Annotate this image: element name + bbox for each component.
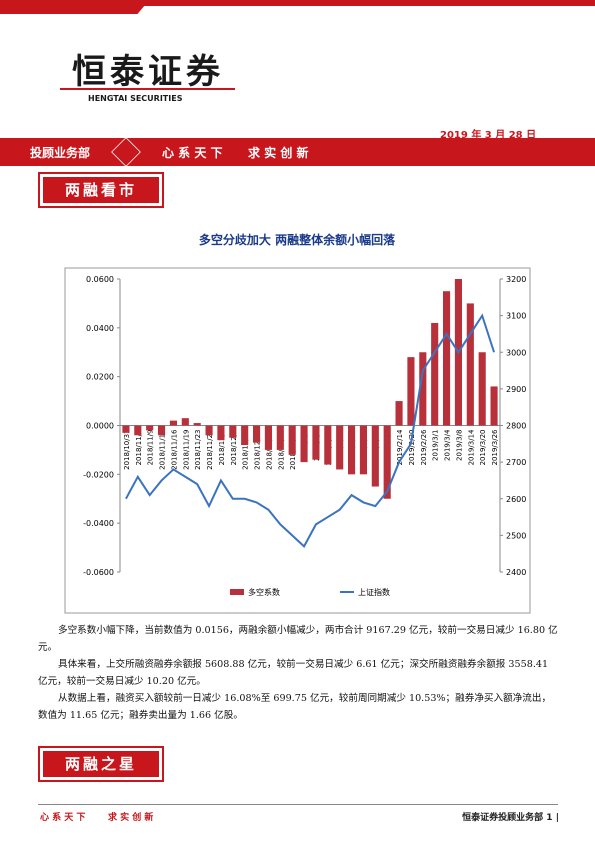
x-tick-label: 2019/2/20: [408, 430, 416, 466]
x-tick-label: 2019/2/26: [420, 429, 428, 465]
x-tick-label: 2019/3/20: [479, 430, 487, 466]
bar: [169, 420, 177, 426]
section-title: 两融看市: [43, 177, 159, 203]
section-box: 两融看市: [38, 172, 164, 208]
bar: [407, 357, 415, 426]
bar: [348, 425, 356, 475]
x-tick-label: 2018/11/9: [147, 430, 155, 466]
body: 多空系数小幅下降，当前数值为 0.0156，两融余额小幅减少，两市合计 9167…: [38, 622, 558, 724]
x-tick-label: 2019/3/14: [467, 429, 475, 465]
y2-tick-label: 2600: [506, 495, 526, 504]
bar: [490, 386, 498, 426]
bar: [253, 425, 261, 443]
x-tick-label: 2018/12/14: [254, 429, 262, 470]
bar: [146, 425, 154, 431]
paragraph: 具体来看，上交所融资融券余额报 5608.88 亿元，较前一交易日减少 6.61…: [38, 659, 549, 687]
department: 投顾业务部: [30, 146, 91, 160]
x-tick-label: 2018/11/6: [135, 429, 143, 465]
bar: [205, 425, 213, 436]
section-box: 两融之星: [38, 746, 164, 782]
legend-swatch: [230, 589, 244, 595]
x-tick-label: 2019/3/1: [432, 430, 440, 461]
x-tick-label: 2018/11/23: [194, 430, 202, 470]
y2-tick-label: 2800: [506, 422, 526, 431]
x-tick-label: 2019/3/4: [444, 429, 452, 461]
paragraph: 从数据上看，融资买入额较前一日减少 16.08%至 699.75 亿元，较前周同…: [38, 693, 552, 721]
y-tick-label: 0.0000: [86, 422, 114, 431]
banner: [0, 138, 595, 166]
x-tick-label: 2018/12/6: [230, 429, 238, 465]
y2-tick-label: 2900: [506, 385, 526, 394]
bar: [336, 425, 344, 470]
footer-motto: 求 实 创 新: [108, 813, 154, 823]
bar: [276, 425, 284, 450]
y2-tick-label: 2700: [506, 458, 526, 467]
bar: [383, 425, 391, 499]
logo-line: [60, 88, 235, 90]
chart-title: 多空分歧加大 两融整体余额小幅回落: [199, 232, 396, 247]
x-tick-label: 2019/3/26: [491, 429, 499, 465]
x-tick-label: 2018/11/28: [206, 430, 214, 470]
section-title: 两融之星: [43, 751, 159, 777]
y2-tick-label: 2500: [506, 531, 526, 540]
legend-label: 上证指数: [358, 587, 390, 597]
x-tick-label: 2018/12/11: [242, 430, 250, 470]
line: [125, 313, 496, 548]
legend-label: 多空系数: [248, 587, 280, 597]
bar: [288, 425, 296, 455]
bar: [134, 425, 142, 436]
bar: [122, 425, 130, 433]
y-tick-label: 0.0400: [86, 324, 114, 333]
date: 2019 年 3 月 28 日: [440, 130, 537, 141]
y-tick-label: -0.0200: [83, 470, 114, 479]
x-tick-label: 2019/3/8: [455, 430, 463, 461]
x-tick-label: 2018/11/13: [159, 430, 167, 470]
bar: [158, 425, 166, 436]
bar: [431, 322, 439, 426]
footer-page: 恒泰证券投顾业务部 1 |: [462, 813, 559, 823]
bar: [241, 425, 249, 446]
bar: [300, 425, 308, 463]
paragraph: 多空系数小幅下降，当前数值为 0.0156，两融余额小幅减少，两市合计 9167…: [38, 625, 558, 653]
logo: 恒泰证券: [72, 52, 224, 92]
top-stripe: [135, 6, 595, 16]
footer-motto: 心 系 天 下: [40, 813, 86, 823]
bar: [466, 303, 474, 426]
chart-frame: [64, 267, 531, 614]
bar: [193, 423, 201, 426]
motto: 心 系 天 下: [162, 146, 223, 160]
bar: [217, 425, 225, 441]
y-tick-label: 0.0200: [86, 373, 114, 382]
bar: [229, 425, 237, 438]
bar: [324, 425, 332, 465]
y2-tick-label: 3000: [506, 348, 526, 357]
bar: [312, 425, 320, 460]
bar: [419, 352, 427, 426]
y-tick-label: 0.0600: [86, 275, 114, 284]
y2-tick-label: 2400: [506, 568, 526, 577]
y2-tick-label: 3100: [506, 312, 526, 321]
motto: 求 实 创 新: [248, 146, 309, 160]
chart: 多空分歧加大 两融整体余额小幅回落 -0.0600 -0.0400 -0.0200 0…: [64, 232, 531, 614]
y-tick-label: -0.0400: [83, 519, 114, 528]
x-tick-label: 2018/12/3: [218, 430, 226, 466]
x-tick-label: 2018/10/31: [123, 430, 131, 470]
x-tick-label: 2019/2/14: [396, 429, 404, 465]
bar: [264, 425, 272, 450]
x-tick-label: 2018/11/16: [170, 429, 178, 470]
y2-tick-label: 3200: [506, 275, 526, 284]
bar: [443, 291, 451, 426]
footer-line: [38, 804, 558, 805]
x-tick-label: 2018/11/19: [182, 430, 190, 470]
bar: [181, 418, 189, 426]
bar: [478, 352, 486, 426]
bar: [371, 425, 379, 487]
y-tick-label: -0.0600: [83, 568, 114, 577]
bar: [395, 401, 403, 426]
bar: [359, 425, 367, 475]
logo-en: HENGTAI SECURITIES: [88, 94, 183, 103]
